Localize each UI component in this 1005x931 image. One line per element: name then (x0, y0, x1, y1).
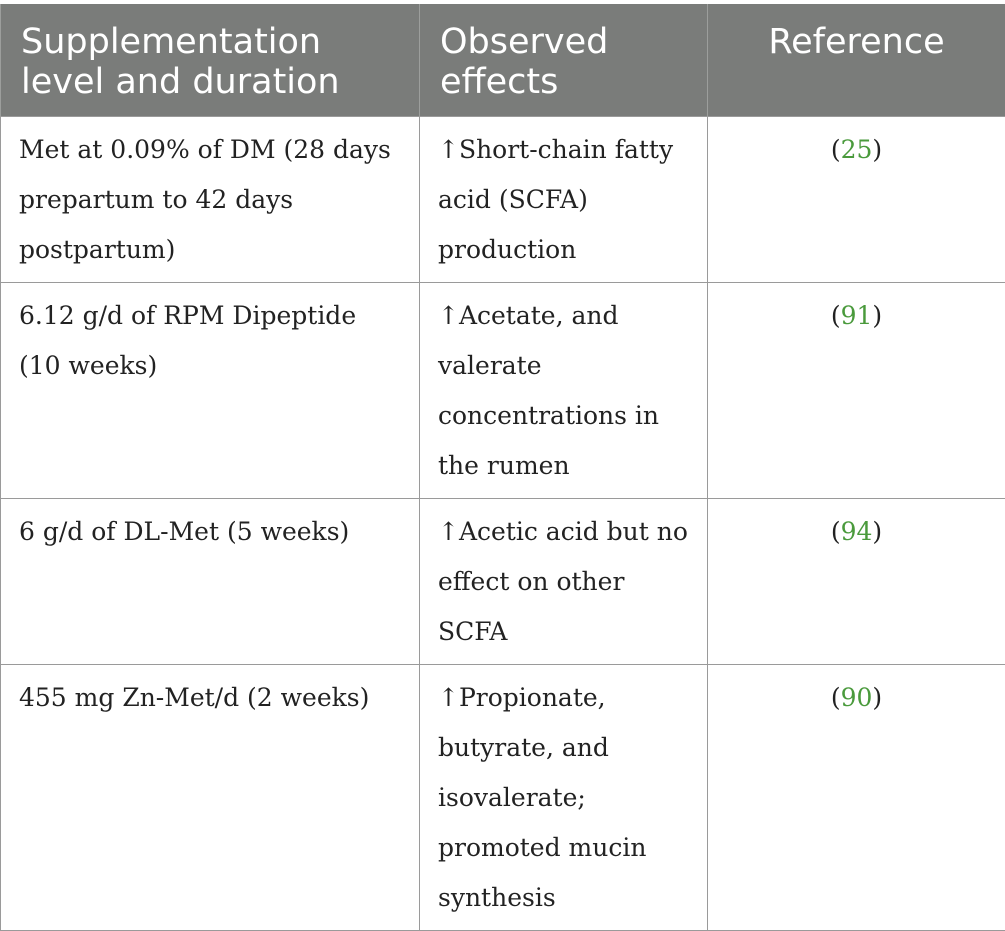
header-row: Supplementation level and duration Obser… (1, 4, 1005, 117)
cell-supplementation: Met at 0.09% of DM (28 days prepartum to… (1, 117, 420, 283)
cell-reference: (91) (708, 283, 1005, 499)
table-row: 6 g/d of DL-Met (5 weeks) ↑Acetic acid b… (1, 499, 1005, 665)
cell-supplementation: 455 mg Zn-Met/d (2 weeks) (1, 665, 420, 931)
cell-supplementation: 6.12 g/d of RPM Dipeptide (10 weeks) (1, 283, 420, 499)
cell-reference: (90) (708, 665, 1005, 931)
table-header: Supplementation level and duration Obser… (1, 4, 1005, 117)
header-reference: Reference (708, 4, 1005, 117)
supplementation-table: Supplementation level and duration Obser… (0, 4, 1005, 931)
table-body: Met at 0.09% of DM (28 days prepartum to… (1, 117, 1005, 931)
cell-observed-effects: ↑Short-chain fatty acid (SCFA) productio… (420, 117, 708, 283)
cell-supplementation: 6 g/d of DL-Met (5 weeks) (1, 499, 420, 665)
table-row: 455 mg Zn-Met/d (2 weeks) ↑Propionate, b… (1, 665, 1005, 931)
cell-observed-effects: ↑Acetate, and valerate concentrations in… (420, 283, 708, 499)
cell-observed-effects: ↑Acetic acid but no effect on other SCFA (420, 499, 708, 665)
reference-link[interactable]: 90 (841, 683, 873, 712)
header-observed-effects: Observed effects (420, 4, 708, 117)
cell-reference: (25) (708, 117, 1005, 283)
cell-observed-effects: ↑Propionate, butyrate, and isovalerate; … (420, 665, 708, 931)
table-row: 6.12 g/d of RPM Dipeptide (10 weeks) ↑Ac… (1, 283, 1005, 499)
header-supplementation: Supplementation level and duration (1, 4, 420, 117)
cell-reference: (94) (708, 499, 1005, 665)
reference-link[interactable]: 94 (841, 517, 873, 546)
table-row: Met at 0.09% of DM (28 days prepartum to… (1, 117, 1005, 283)
reference-link[interactable]: 91 (841, 301, 873, 330)
reference-link[interactable]: 25 (841, 135, 873, 164)
